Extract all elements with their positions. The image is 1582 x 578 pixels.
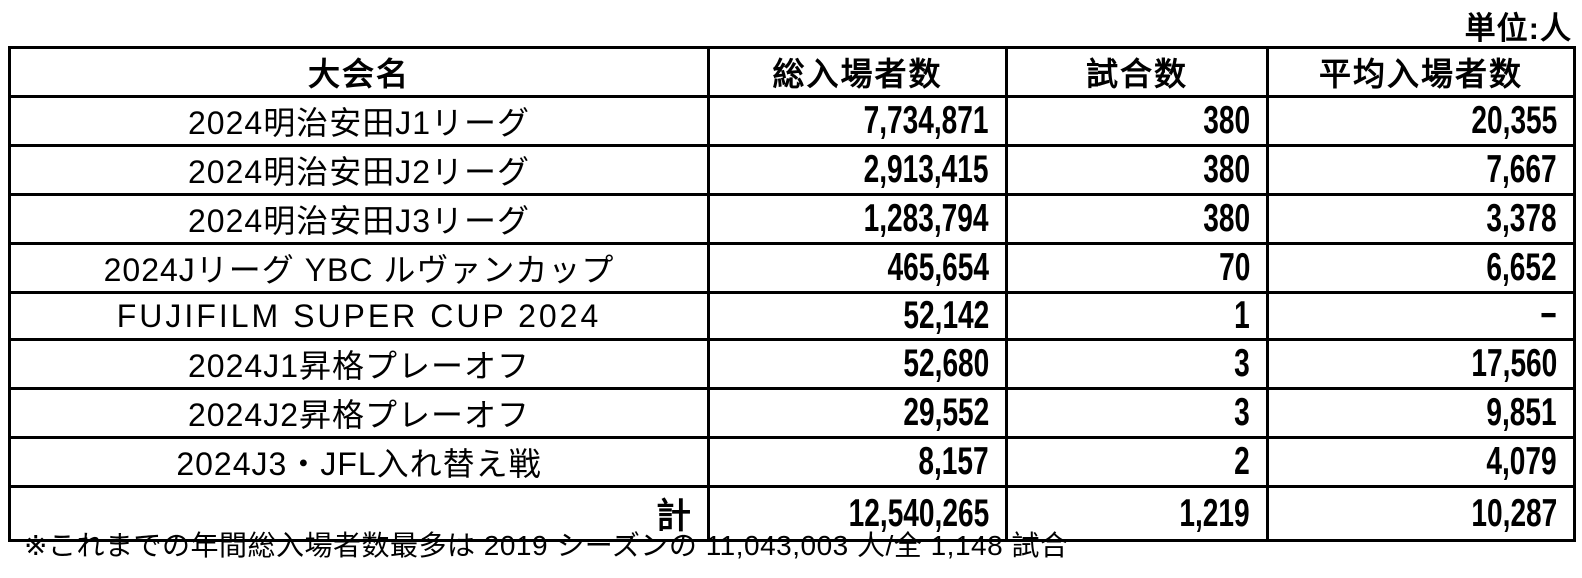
match-count-cell: 70 bbox=[1005, 242, 1269, 294]
average-attendance-sum-value: 10,287 bbox=[1471, 491, 1557, 535]
total-attendance-cell: 465,654 bbox=[707, 242, 1008, 294]
total-row-label: 計 bbox=[8, 485, 710, 542]
match-count-cell: 2 bbox=[1005, 436, 1269, 488]
header-tournament-name: 大会名 bbox=[8, 46, 710, 98]
header-row: 大会名 総入場者数 試合数 平均入場者数 bbox=[8, 46, 1576, 98]
match-count-cell: 1 bbox=[1005, 291, 1269, 341]
match-count-value: 1 bbox=[1234, 294, 1250, 337]
average-attendance-cell: 17,560 bbox=[1266, 338, 1576, 390]
match-count-value: 3 bbox=[1234, 342, 1250, 386]
match-count-value: 2 bbox=[1234, 440, 1250, 484]
tournament-name-cell: 2024Jリーグ YBC ルヴァンカップ bbox=[8, 242, 710, 294]
attendance-table: 大会名 総入場者数 試合数 平均入場者数 2024明治安田J1リーグ 7,734… bbox=[8, 46, 1576, 542]
table-row: 2024J2昇格プレーオフ 29,552 3 9,851 bbox=[8, 387, 1576, 439]
tournament-name-cell: 2024J1昇格プレーオフ bbox=[8, 338, 710, 390]
total-attendance-value: 52,680 bbox=[903, 342, 989, 386]
total-attendance-sum-value: 12,540,265 bbox=[848, 491, 989, 535]
table-row: 2024Jリーグ YBC ルヴァンカップ 465,654 70 6,652 bbox=[8, 242, 1576, 294]
table-row: FUJIFILM SUPER CUP 2024 52,142 1 − bbox=[8, 291, 1576, 341]
tournament-name-cell: 2024明治安田J3リーグ bbox=[8, 193, 710, 245]
total-attendance-sum-cell: 12,540,265 bbox=[707, 485, 1008, 542]
average-attendance-cell: 4,079 bbox=[1266, 436, 1576, 488]
total-attendance-value: 7,734,871 bbox=[864, 99, 989, 143]
tournament-name-cell: 2024J3・JFL入れ替え戦 bbox=[8, 436, 710, 488]
match-count-cell: 380 bbox=[1005, 144, 1269, 196]
table-row: 2024明治安田J1リーグ 7,734,871 380 20,355 bbox=[8, 95, 1576, 147]
average-attendance-cell: 3,378 bbox=[1266, 193, 1576, 245]
total-attendance-value: 2,913,415 bbox=[864, 148, 989, 192]
total-attendance-cell: 1,283,794 bbox=[707, 193, 1008, 245]
total-attendance-value: 8,157 bbox=[918, 440, 989, 484]
total-attendance-value: 465,654 bbox=[887, 246, 989, 290]
match-count-cell: 3 bbox=[1005, 387, 1269, 439]
match-count-cell: 3 bbox=[1005, 338, 1269, 390]
average-attendance-cell: 9,851 bbox=[1266, 387, 1576, 439]
table-row: 2024明治安田J3リーグ 1,283,794 380 3,378 bbox=[8, 193, 1576, 245]
match-count-sum-cell: 1,219 bbox=[1005, 485, 1269, 542]
average-attendance-value: 20,355 bbox=[1471, 99, 1557, 143]
match-count-value: 3 bbox=[1234, 391, 1250, 435]
average-attendance-value: 6,652 bbox=[1486, 246, 1557, 290]
total-attendance-cell: 52,680 bbox=[707, 338, 1008, 390]
total-attendance-cell: 52,142 bbox=[707, 291, 1008, 341]
unit-label: 単位:人 bbox=[1464, 11, 1572, 46]
average-attendance-sum-cell: 10,287 bbox=[1266, 485, 1576, 542]
average-attendance-value: − bbox=[1540, 294, 1557, 337]
tournament-name-cell: 2024明治安田J1リーグ bbox=[8, 95, 710, 147]
header-average-attendance: 平均入場者数 bbox=[1266, 46, 1576, 98]
total-attendance-cell: 8,157 bbox=[707, 436, 1008, 488]
match-count-sum-value: 1,219 bbox=[1179, 491, 1250, 535]
match-count-value: 380 bbox=[1203, 148, 1250, 192]
table-row: 2024明治安田J2リーグ 2,913,415 380 7,667 bbox=[8, 144, 1576, 196]
match-count-cell: 380 bbox=[1005, 95, 1269, 147]
average-attendance-value: 17,560 bbox=[1471, 342, 1557, 386]
total-attendance-value: 29,552 bbox=[903, 391, 989, 435]
header-total-attendance: 総入場者数 bbox=[707, 46, 1008, 98]
header-match-count: 試合数 bbox=[1005, 46, 1269, 98]
total-attendance-cell: 2,913,415 bbox=[707, 144, 1008, 196]
total-row: 計 12,540,265 1,219 10,287 bbox=[8, 485, 1576, 542]
table-row: 2024J3・JFL入れ替え戦 8,157 2 4,079 bbox=[8, 436, 1576, 488]
average-attendance-value: 4,079 bbox=[1486, 440, 1557, 484]
match-count-cell: 380 bbox=[1005, 193, 1269, 245]
footnote: ※これまでの年間総入場者数最多は 2019 シーズンの 11,043,003 人… bbox=[24, 530, 1069, 561]
average-attendance-cell: − bbox=[1266, 291, 1576, 341]
average-attendance-value: 3,378 bbox=[1486, 197, 1557, 241]
total-attendance-cell: 29,552 bbox=[707, 387, 1008, 439]
total-attendance-value: 1,283,794 bbox=[864, 197, 989, 241]
tournament-name-cell: FUJIFILM SUPER CUP 2024 bbox=[8, 291, 710, 341]
tournament-name-cell: 2024J2昇格プレーオフ bbox=[8, 387, 710, 439]
match-count-value: 70 bbox=[1218, 246, 1250, 290]
match-count-value: 380 bbox=[1203, 197, 1250, 241]
total-attendance-cell: 7,734,871 bbox=[707, 95, 1008, 147]
total-attendance-value: 52,142 bbox=[903, 294, 989, 337]
average-attendance-cell: 6,652 bbox=[1266, 242, 1576, 294]
average-attendance-cell: 7,667 bbox=[1266, 144, 1576, 196]
table-row: 2024J1昇格プレーオフ 52,680 3 17,560 bbox=[8, 338, 1576, 390]
average-attendance-value: 7,667 bbox=[1486, 148, 1557, 192]
match-count-value: 380 bbox=[1203, 99, 1250, 143]
average-attendance-value: 9,851 bbox=[1486, 391, 1557, 435]
average-attendance-cell: 20,355 bbox=[1266, 95, 1576, 147]
tournament-name-cell: 2024明治安田J2リーグ bbox=[8, 144, 710, 196]
